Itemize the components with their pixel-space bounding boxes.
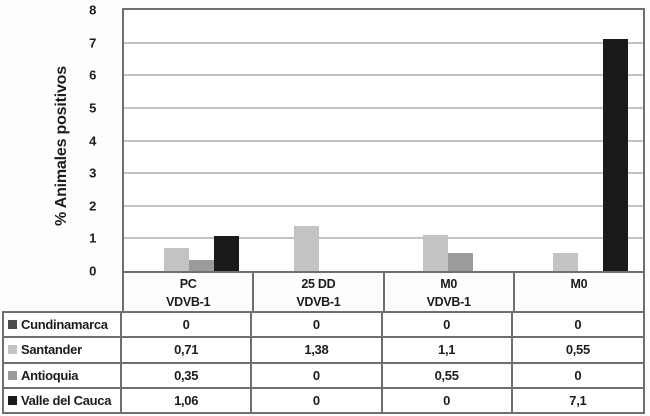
bar-valle-del-cauca xyxy=(213,236,239,271)
legend-cell: Cundinamarca xyxy=(4,313,122,339)
category-label-line1: 25 DD xyxy=(301,277,336,291)
gridline xyxy=(124,74,643,77)
legend-cell: Valle del Cauca xyxy=(4,388,122,412)
legend-swatch xyxy=(8,320,17,330)
value-cell: 0 xyxy=(252,363,383,389)
value-cell: 1,38 xyxy=(252,338,383,364)
y-tick-label: 2 xyxy=(89,198,96,214)
value-cell: 0,55 xyxy=(512,338,643,364)
y-tick-label: 8 xyxy=(89,2,96,18)
data-table-with-legend: Cundinamarca 0 0 0 0 Santander 0,71 1,38 1,1 0,55… xyxy=(2,311,645,414)
legend-label: Santander xyxy=(21,342,82,358)
value-cell: 0 xyxy=(382,313,513,339)
value-cell: 0 xyxy=(512,313,643,339)
bar-antioquia xyxy=(448,253,474,271)
bar-antioquia xyxy=(188,259,214,271)
legend-label: Antioquia xyxy=(21,367,79,383)
value-cell: 7,1 xyxy=(569,392,587,408)
category-label-line1: PC xyxy=(179,277,197,291)
category-label-line2: VDVB-1 xyxy=(426,294,471,309)
legend-cell: Santander xyxy=(4,338,122,364)
value-cell: 0 xyxy=(252,313,383,339)
value-cell: 1,06 xyxy=(122,388,253,412)
gridline xyxy=(124,204,643,207)
value-cell: 0,71 xyxy=(122,338,253,364)
value-cell: 0 xyxy=(383,388,513,412)
category-cell: 25 DD VDVB-1 xyxy=(254,273,385,311)
bar-santander xyxy=(163,247,189,271)
value-cell: 0,55 xyxy=(382,363,513,389)
y-tick-label: 7 xyxy=(89,35,96,51)
legend-swatch xyxy=(8,370,17,380)
category-label-line2: VDVB-1 xyxy=(166,294,211,309)
value-cell: 0 xyxy=(122,313,253,339)
value-cell: 0 xyxy=(512,364,643,389)
y-tick-label: 6 xyxy=(89,67,96,83)
y-tick-label: 5 xyxy=(89,100,96,116)
bar-santander xyxy=(293,225,319,271)
category-cell: M0 VDVB-1 xyxy=(385,273,515,311)
category-axis-row: PC VDVB-1 25 DD VDVB-1 M0 VDVB-1 M0 xyxy=(122,273,645,311)
legend-cell: Antioquia xyxy=(4,363,122,389)
gridline xyxy=(124,106,643,109)
value-cell: 1,1 xyxy=(382,338,513,364)
gridline xyxy=(124,237,643,240)
category-cell: M0 xyxy=(515,273,643,311)
bar-santander xyxy=(553,253,579,271)
legend-swatch xyxy=(8,345,17,355)
y-tick-label: 1 xyxy=(89,230,96,246)
category-cell: PC VDVB-1 xyxy=(124,273,255,311)
value-cell: 0,35 xyxy=(122,363,253,389)
y-tick-label: 3 xyxy=(89,165,96,181)
gridline xyxy=(124,172,643,175)
bar-santander xyxy=(423,235,449,271)
y-tick-label: 4 xyxy=(89,133,96,148)
bar-valle-del-cauca xyxy=(603,39,629,271)
y-tick-label: 0 xyxy=(89,263,96,279)
gridline xyxy=(124,139,643,142)
category-label-line2: VDVB-1 xyxy=(296,294,341,309)
legend-swatch xyxy=(8,395,17,405)
legend-label: Valle del Cauca xyxy=(21,392,112,408)
value-cell: 0 xyxy=(252,388,383,412)
plot-area xyxy=(122,8,645,273)
category-label-line1: M0 xyxy=(570,277,588,291)
category-label-line1: M0 xyxy=(440,277,457,291)
legend-label: Cundinamarca xyxy=(21,317,108,333)
gridline xyxy=(124,41,643,44)
